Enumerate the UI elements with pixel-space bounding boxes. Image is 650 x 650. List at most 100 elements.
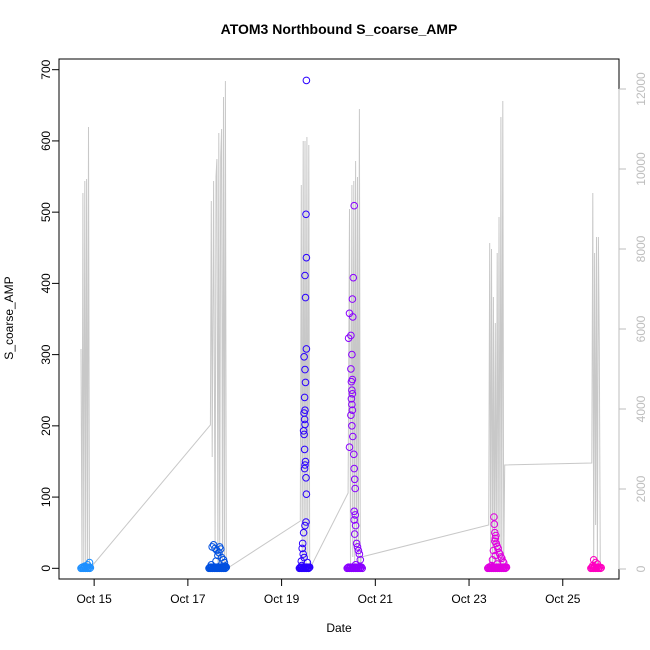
data-point <box>347 365 355 373</box>
data-point <box>301 461 309 469</box>
x-tick-label: Oct 23 <box>451 592 487 606</box>
data-point <box>501 564 510 573</box>
data-point <box>301 457 310 466</box>
data-point <box>302 474 310 482</box>
y2-tick-label: 0 <box>634 565 648 572</box>
data-point <box>350 464 359 473</box>
x-tick-label: Oct 15 <box>76 592 112 606</box>
chart-title: ATOM3 Northbound S_coarse_AMP <box>221 21 458 37</box>
y2-tick-label: 12000 <box>634 72 648 106</box>
y2-tick-label: 6000 <box>634 315 648 342</box>
data-point <box>490 520 499 529</box>
data-point <box>351 484 360 493</box>
data-point <box>301 378 310 387</box>
data-point <box>207 561 216 569</box>
data-point <box>347 377 356 386</box>
data-point <box>300 353 308 361</box>
y2-tick-label: 8000 <box>634 235 648 262</box>
x-tick-label: Oct 25 <box>545 592 581 606</box>
x-axis: Oct 15 Oct 17 Oct 19 Oct 21 Oct 23 Oct 25 <box>76 578 581 606</box>
data-point <box>493 560 502 568</box>
x-tick-label: Oct 21 <box>358 592 394 606</box>
data-point <box>358 564 367 573</box>
data-point <box>348 386 356 395</box>
data-point <box>344 334 353 343</box>
data-point <box>351 561 360 569</box>
data-point <box>302 345 311 353</box>
y-axis-right: 0 2000 4000 6000 8000 10000 12000 <box>618 72 648 572</box>
data-point <box>348 390 357 398</box>
points-layer <box>77 76 606 573</box>
y2-tick-label: 10000 <box>634 152 648 186</box>
data-point <box>300 415 309 424</box>
data-point <box>349 432 357 441</box>
data-point <box>298 544 307 553</box>
y-tick-label: 600 <box>39 131 53 151</box>
data-point <box>490 513 498 521</box>
y2-tick-label: 4000 <box>634 395 648 422</box>
data-point <box>300 430 308 439</box>
data-point <box>491 537 499 546</box>
data-point <box>297 561 306 570</box>
line-series-layer <box>80 80 601 571</box>
y-tick-label: 700 <box>39 59 53 79</box>
data-point <box>220 558 229 567</box>
x-tick-label: Oct 17 <box>170 592 206 606</box>
x-axis-label: Date <box>326 621 352 635</box>
y-axis-left: 0 100 200 300 400 500 600 700 <box>39 59 60 572</box>
data-point <box>222 563 231 572</box>
x-tick-label: Oct 19 <box>264 592 300 606</box>
data-point <box>216 545 225 553</box>
data-point <box>491 534 500 543</box>
line-series <box>80 80 601 571</box>
data-point <box>589 561 597 570</box>
y2-tick-label: 2000 <box>634 475 648 502</box>
data-point <box>348 422 356 430</box>
data-point <box>85 558 94 567</box>
data-point <box>350 516 359 524</box>
plot-frame <box>58 58 620 580</box>
data-point <box>348 400 356 409</box>
data-point <box>300 464 309 473</box>
data-point <box>347 411 355 420</box>
data-point <box>299 550 308 558</box>
y-tick-label: 300 <box>39 344 53 364</box>
y-tick-label: 500 <box>39 202 53 222</box>
y-tick-label: 0 <box>39 565 53 572</box>
data-point <box>487 561 496 570</box>
data-point <box>298 539 307 548</box>
y-tick-label: 100 <box>39 487 53 507</box>
data-point <box>302 253 311 262</box>
data-point <box>354 546 363 555</box>
data-point <box>349 273 358 282</box>
data-point <box>351 511 360 519</box>
data-point <box>351 521 360 530</box>
data-point <box>350 530 359 538</box>
data-point <box>300 445 309 454</box>
y-axis-label: S_coarse_AMP <box>2 276 16 359</box>
data-point <box>81 562 89 571</box>
data-point <box>350 475 359 484</box>
data-point <box>492 531 500 540</box>
data-point <box>302 76 311 85</box>
data-point <box>300 393 309 402</box>
data-point <box>221 562 230 571</box>
data-point <box>301 521 309 530</box>
data-point <box>349 313 357 321</box>
data-point <box>488 556 497 564</box>
data-point <box>350 450 358 459</box>
data-point <box>302 210 310 219</box>
data-point <box>350 507 359 516</box>
data-point <box>350 201 359 210</box>
data-point <box>299 528 308 537</box>
data-point <box>302 490 311 499</box>
data-point <box>305 563 314 572</box>
data-point <box>593 560 602 568</box>
data-point <box>302 518 310 526</box>
data-point <box>348 295 357 303</box>
data-point <box>301 293 310 302</box>
data-point <box>347 395 356 403</box>
data-point <box>356 556 365 564</box>
